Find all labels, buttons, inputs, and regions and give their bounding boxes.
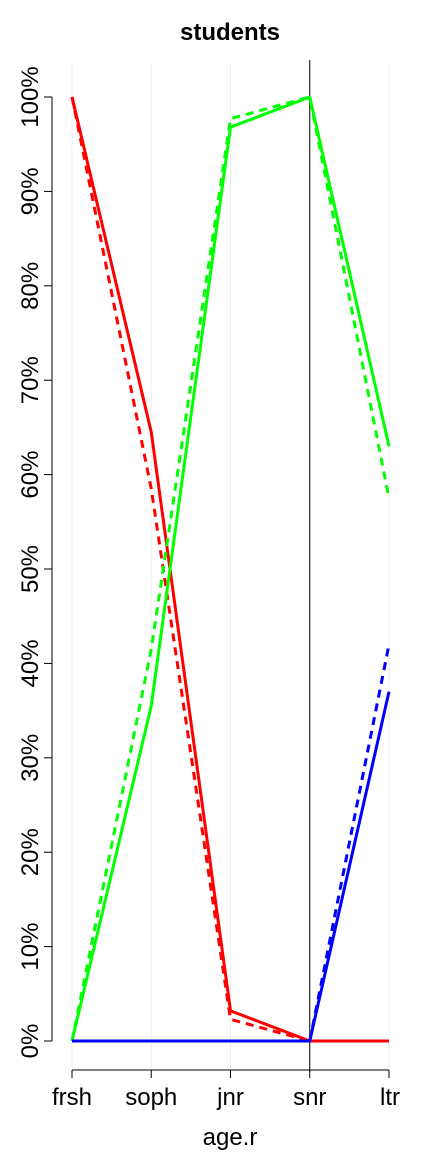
y-tick-label: 60% [17,451,44,499]
y-tick-label: 70% [17,356,44,404]
x-tick-label-frsh: frsh [52,1084,92,1111]
y-tick-label: 0% [17,1024,44,1059]
x-tick-label-snr: snr [293,1084,326,1111]
y-tick-label: 80% [17,262,44,310]
series-group [70,95,391,1043]
x-tick-label-jnr: jnr [216,1084,244,1111]
y-tick-label: 90% [17,167,44,215]
y-tick-label: 30% [17,734,44,782]
y-tick-label: 40% [17,639,44,687]
series-line-1 [70,96,389,1043]
series-line-5 [72,644,391,1043]
y-tick-label: 10% [17,923,44,971]
x-tick-label-ltr: ltr [380,1084,400,1111]
x-axis: frsh soph jnr snr ltr [52,1069,400,1111]
series-line-3 [70,95,391,1042]
chart-title: students [180,19,280,46]
y-axis: 0% 10% 20% 30% 40% 50% 60% 70% 80% 90% 100% [17,66,53,1059]
x-tick-label-soph: soph [125,1084,177,1111]
x-axis-label: age.r [203,1124,258,1151]
grid-lines [71,65,390,1068]
y-tick-label: 20% [17,828,44,876]
y-tick-label: 50% [17,545,44,593]
y-tick-label: 100% [17,66,44,127]
